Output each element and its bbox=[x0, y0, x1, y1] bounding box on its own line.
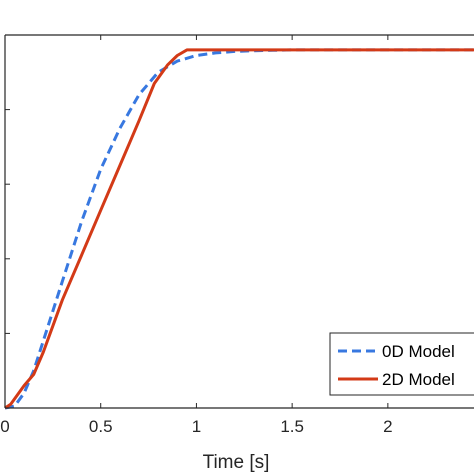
axes-layer bbox=[4, 34, 474, 409]
x-tick-label: 0.5 bbox=[89, 417, 113, 436]
series-layer bbox=[4, 48, 474, 410]
x-tick-label: 1.5 bbox=[280, 417, 304, 436]
legend-label: 0D Model bbox=[382, 342, 455, 361]
x-tick-label: 1 bbox=[192, 417, 201, 436]
legend-label: 2D Model bbox=[382, 370, 455, 389]
legend: 0D Model 2D Model bbox=[329, 332, 474, 396]
x-tick-label: 2 bbox=[383, 417, 392, 436]
x-axis-label: Time [s] bbox=[203, 452, 270, 473]
legend-box bbox=[329, 332, 474, 396]
ticks-layer: 0 0.5 1 1.5 2 bbox=[0, 34, 393, 436]
x-tick-label: 0 bbox=[0, 417, 9, 436]
series-line-2 bbox=[4, 48, 474, 410]
